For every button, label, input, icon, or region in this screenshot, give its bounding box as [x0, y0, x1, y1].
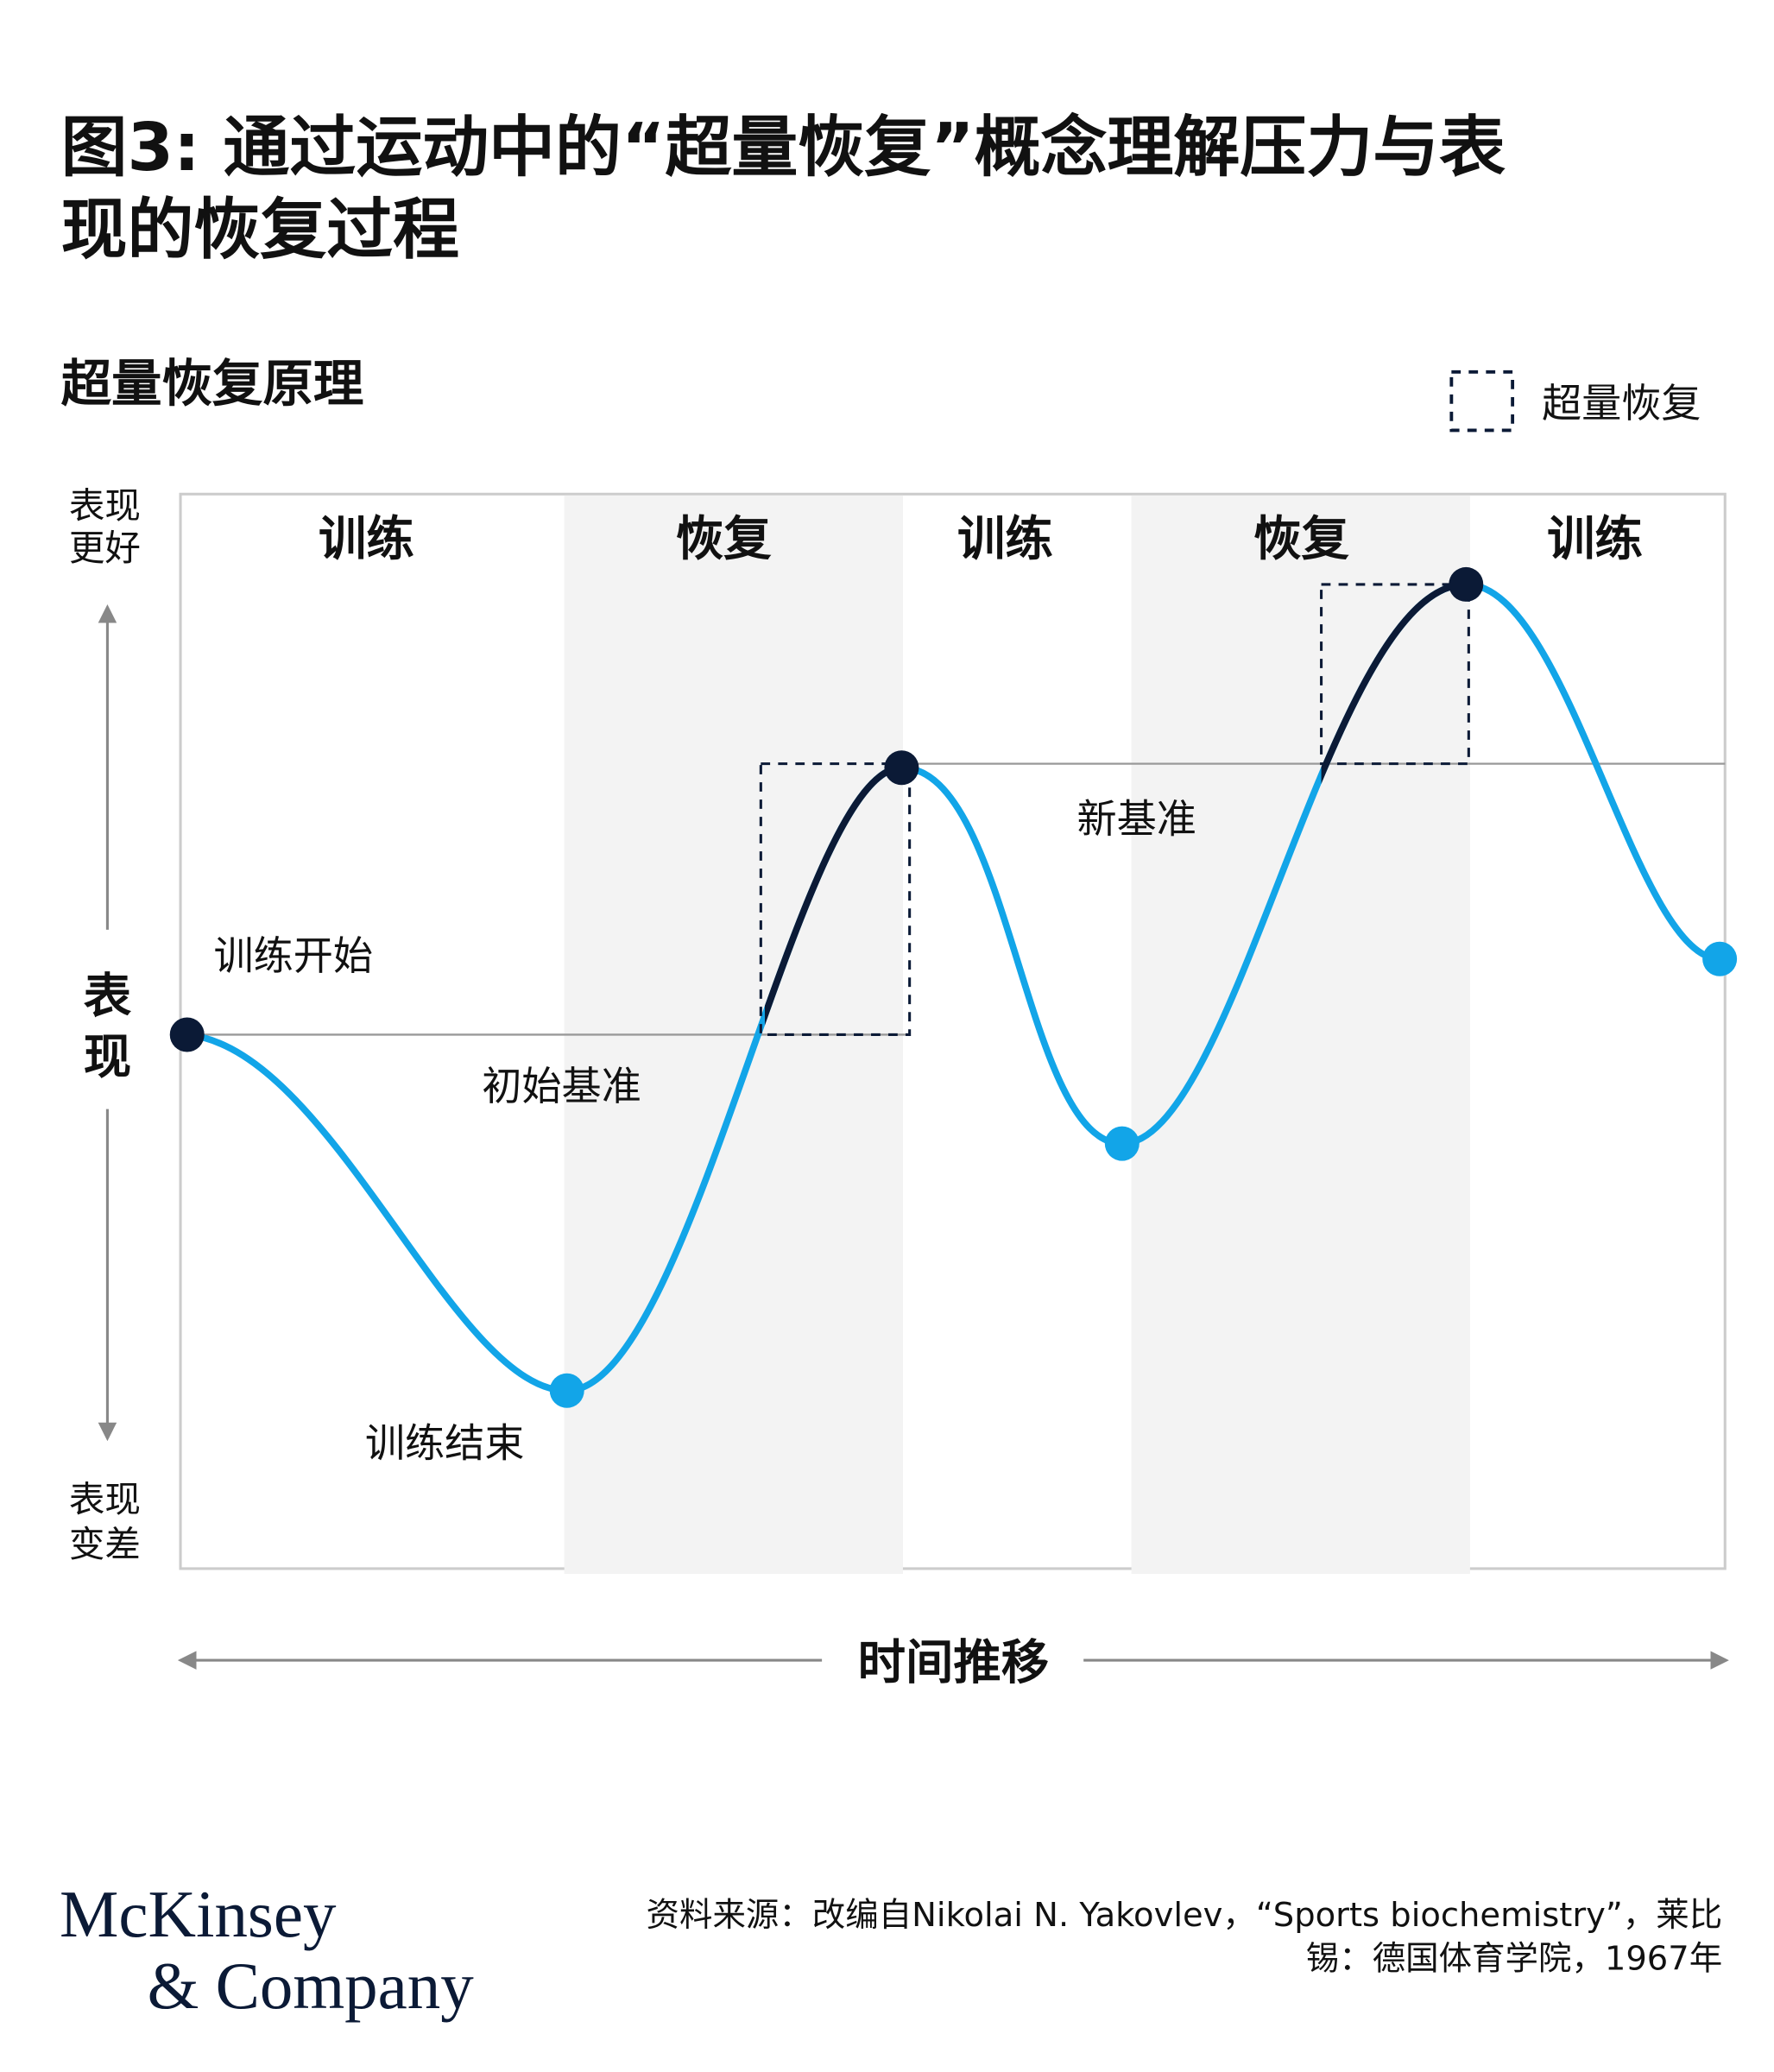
y-axis-label: 现: [84, 1030, 131, 1085]
subtitle: 超量恢复原理: [61, 355, 364, 414]
supercompensation-box: [759, 762, 912, 1037]
annotation: 初始基准: [482, 1063, 641, 1109]
recovery-band: [1131, 495, 1470, 1575]
plot-area: [179, 492, 1727, 1570]
x-axis-label: 时间推移: [858, 1636, 1050, 1691]
point: [1104, 1126, 1140, 1161]
y-top-label: 更好: [69, 527, 141, 569]
point: [884, 750, 919, 786]
phase-label: 恢复: [676, 512, 772, 567]
y-bottom-label: 变差: [69, 1523, 141, 1565]
annotation: 新基准: [1076, 796, 1196, 843]
logo: & Company: [148, 1949, 475, 2023]
legend-label: 超量恢复: [1542, 380, 1701, 426]
point: [549, 1373, 584, 1408]
y-top-label: 表现: [69, 484, 141, 527]
source: 资料来源：改编自Nikolai N. Yakovlev，“Sports bioc…: [647, 1896, 1723, 1935]
annotation: 训练开始: [214, 932, 374, 979]
point: [1449, 566, 1484, 602]
phase-label: 训练: [319, 512, 414, 567]
title: 现的恢复过程: [61, 192, 459, 268]
phase-label: 训练: [1547, 512, 1643, 567]
performance-curve: [186, 581, 1720, 1394]
source: 锡：德国体育学院，1967年: [1306, 1940, 1722, 1979]
legend-swatch: [1449, 370, 1515, 433]
y-axis-label: 表: [84, 969, 132, 1024]
annotation: 训练结束: [365, 1420, 525, 1467]
point: [1702, 941, 1738, 976]
title: 图3: 通过运动中的“超量恢复”概念理解压力与表: [61, 110, 1506, 186]
y-bottom-label: 表现: [69, 1478, 141, 1520]
phase-label: 训练: [957, 512, 1053, 567]
point: [169, 1017, 205, 1052]
phase-label: 恢复: [1253, 512, 1349, 567]
supercompensation-box: [1320, 583, 1470, 766]
logo: McKinsey: [60, 1877, 337, 1951]
